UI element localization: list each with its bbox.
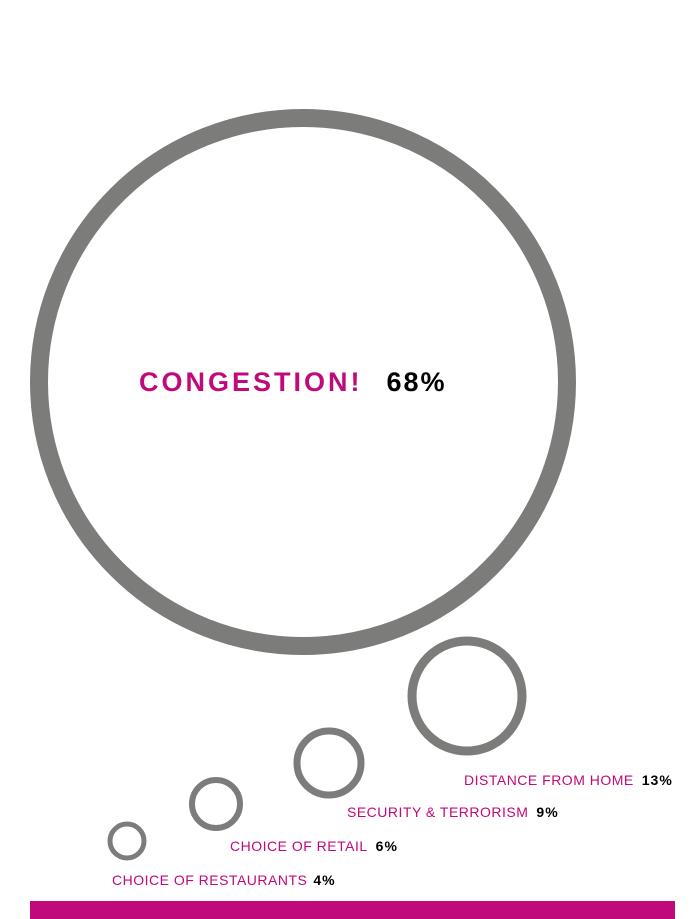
category-label: SECURITY & TERRORISM (347, 804, 529, 820)
value-label: 13% (641, 772, 673, 788)
bubble-congestion (30, 109, 576, 655)
value-label: 9% (536, 804, 559, 820)
category-label: CHOICE OF RESTAURANTS (112, 872, 308, 888)
value-label: 68% (386, 367, 447, 397)
category-label: CONGESTION! (139, 367, 363, 397)
label-choice-of-restaurants: CHOICE OF RESTAURANTS 4% (112, 873, 336, 889)
bubble-distance-from-home (407, 636, 527, 756)
label-choice-of-retail: CHOICE OF RETAIL 6% (230, 839, 398, 855)
bubble-security-terrorism (293, 727, 365, 799)
category-label: DISTANCE FROM HOME (464, 772, 634, 788)
bubble-choice-of-restaurants (107, 821, 147, 861)
value-label: 4% (313, 872, 336, 888)
label-congestion: CONGESTION! 68% (139, 369, 447, 396)
bubble-choice-of-retail (189, 777, 243, 831)
value-label: 6% (375, 838, 398, 854)
footer-accent-bar (30, 901, 675, 919)
label-distance-from-home: DISTANCE FROM HOME 13% (464, 773, 673, 789)
category-label: CHOICE OF RETAIL (230, 838, 368, 854)
label-security-terrorism: SECURITY & TERRORISM 9% (347, 805, 559, 821)
